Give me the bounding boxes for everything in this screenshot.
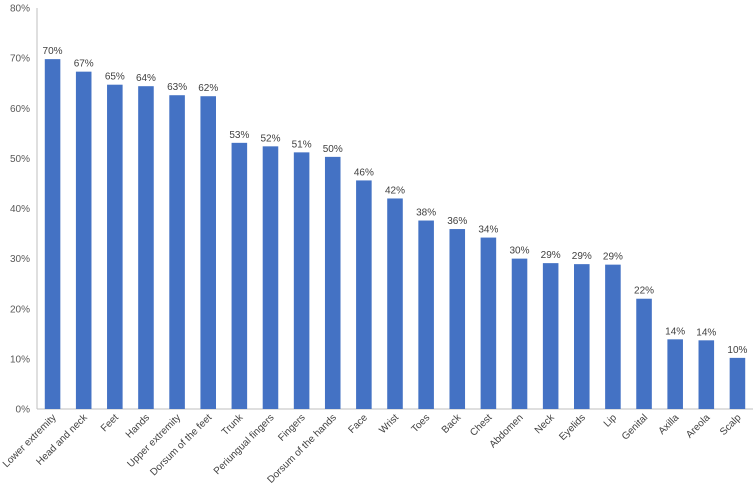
y-tick-label: 70%: [10, 54, 30, 65]
bar: [729, 357, 746, 409]
data-label: 50%: [323, 144, 343, 155]
data-label: 29%: [541, 250, 561, 261]
bar: [138, 86, 154, 409]
data-label: 29%: [572, 251, 592, 262]
bar-series: [44, 59, 746, 410]
category-label: Periungual fingers: [212, 412, 277, 477]
y-tick-label: 10%: [10, 354, 30, 365]
data-label: 42%: [385, 185, 405, 196]
category-label: Genital: [620, 412, 650, 442]
bar: [387, 198, 403, 409]
data-label: 14%: [696, 327, 716, 338]
bar: [231, 142, 248, 409]
data-label: 14%: [665, 326, 685, 337]
data-label: 38%: [416, 208, 436, 219]
data-labels: 70% 67% 65% 64% 63% 62% 53% 52% 51% 50% 46% 42% 38% 3…: [43, 46, 748, 356]
category-label: Wrist: [377, 412, 401, 436]
bar: [293, 152, 310, 410]
bar: [667, 339, 683, 409]
data-label: 62%: [198, 83, 218, 94]
category-label: Abdomen: [488, 412, 526, 450]
category-label: Back: [440, 412, 464, 436]
y-tick-label: 80%: [10, 4, 30, 15]
data-label: 10%: [727, 345, 747, 356]
data-label: 36%: [447, 216, 467, 227]
y-tick-label: 50%: [10, 154, 30, 165]
data-label: 65%: [105, 72, 125, 83]
data-label: 30%: [510, 246, 530, 257]
y-tick-label: 60%: [10, 104, 30, 115]
category-label: Eyelids: [557, 412, 588, 443]
category-label: Chest: [468, 412, 494, 438]
bar: [574, 264, 590, 409]
bar: [169, 95, 185, 409]
data-label: 67%: [74, 59, 94, 70]
y-tick-label: 0%: [16, 405, 31, 416]
data-label: 64%: [136, 73, 156, 84]
y-axis-ticks: 0% 10% 20% 30% 40% 50% 60% 70% 80%: [10, 4, 30, 416]
category-label: Trunk: [220, 412, 246, 438]
bar: [75, 71, 92, 409]
data-label: 52%: [260, 133, 280, 144]
bar: [418, 220, 434, 409]
bar: [200, 96, 216, 409]
y-tick-label: 40%: [10, 204, 30, 215]
category-label: Lip: [602, 412, 620, 430]
category-label: Face: [346, 412, 370, 436]
bar: [511, 258, 528, 409]
bar: [107, 84, 123, 409]
y-tick-label: 30%: [10, 254, 30, 265]
data-label: 34%: [478, 225, 498, 236]
data-label: 46%: [354, 167, 374, 178]
bar: [262, 146, 279, 409]
category-label: Dorsum of the feet: [148, 412, 214, 478]
bar: [449, 229, 466, 409]
category-label: Hands: [124, 412, 152, 440]
data-label: 70%: [43, 46, 63, 57]
bar: [324, 156, 341, 409]
bar: [356, 180, 372, 409]
category-label: Neck: [533, 412, 558, 437]
bar: [605, 264, 621, 409]
bar: [542, 263, 559, 409]
category-label: Areola: [684, 412, 713, 441]
category-label: Fingers: [276, 412, 307, 443]
category-label: Lower extremity: [1, 412, 59, 470]
data-label: 51%: [292, 139, 312, 150]
category-label: Feet: [99, 412, 121, 434]
category-label: Upper extremity: [126, 412, 184, 470]
data-label: 63%: [167, 82, 187, 93]
data-label: 53%: [229, 130, 249, 141]
data-label: 29%: [603, 252, 623, 263]
bar: [480, 237, 497, 409]
bar: [698, 340, 715, 409]
category-label: Axilla: [657, 412, 682, 437]
bar: [44, 59, 61, 409]
category-label: Toes: [410, 412, 433, 435]
bar: [636, 298, 652, 409]
category-label: Scalp: [718, 412, 744, 438]
data-label: 22%: [634, 286, 654, 297]
y-tick-label: 20%: [10, 304, 30, 315]
